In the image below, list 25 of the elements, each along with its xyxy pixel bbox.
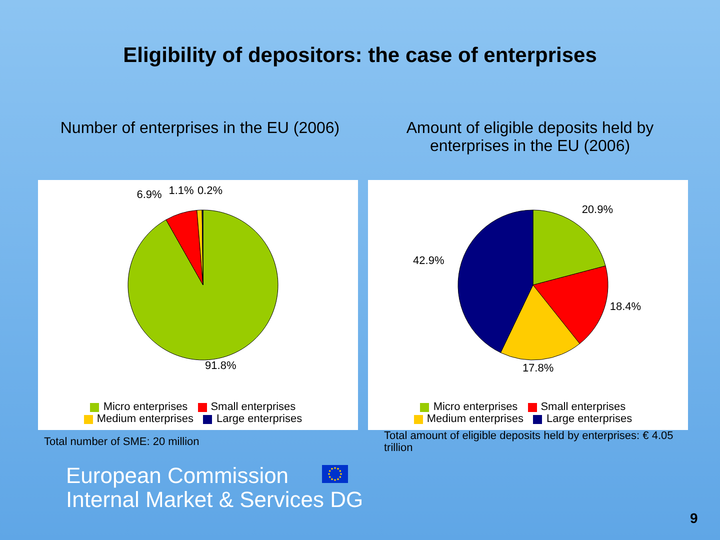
legend-label: Micro enterprises xyxy=(433,401,518,413)
text: Total number of SME: 20 million xyxy=(44,436,200,448)
chart-subtitle: Number of enterprises in the EU (2006) xyxy=(59,120,341,138)
data-label: 91.8% xyxy=(205,360,236,372)
legend-label: Medium enterprises xyxy=(96,413,194,425)
legend-label: Medium enterprises xyxy=(426,413,524,425)
data-label: 0.2% xyxy=(197,185,223,197)
chart-title: Amount of eligible deposits held by enterprises in the EU (2006) xyxy=(405,120,655,156)
text: Total amount of eligible deposits held by enterprises: € 4.05 trillion xyxy=(384,430,674,454)
text: Eligibility of depositors: the case of enterprises xyxy=(122,44,598,68)
data-label: 42.9% xyxy=(413,255,444,267)
text: 9 xyxy=(690,510,698,526)
data-label: 18.4% xyxy=(610,301,642,314)
legend-label: Micro enterprises xyxy=(103,401,188,413)
legend-label: Large enterprises xyxy=(546,413,632,425)
data-label: 1.1% xyxy=(168,185,194,198)
legend-label: Small enterprises xyxy=(210,401,296,413)
pie-slice xyxy=(128,210,278,360)
text: European Commission xyxy=(66,463,290,488)
data-label: 6.9% xyxy=(136,189,162,202)
data-label: 17.8% xyxy=(522,362,554,374)
text: Internal Market & Services DG xyxy=(66,487,364,512)
data-label: 20.9% xyxy=(582,204,614,216)
legend-label: Small enterprises xyxy=(540,401,626,413)
legend-label: Large enterprises xyxy=(216,413,302,425)
